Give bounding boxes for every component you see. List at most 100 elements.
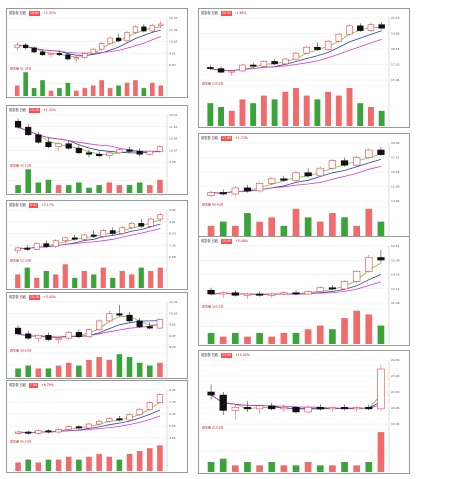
candle-body [231,292,239,296]
volume-label: 成交量 210.8万 [202,425,224,430]
volume-bar [316,221,324,243]
volume-bar [35,462,42,471]
chart-svg: 21.16 19.86 18.55 17.25 15.94 成交量 120.5万 [201,16,400,127]
candle-body [35,134,42,143]
volume-label: 成交量 120.5万 [202,81,224,86]
candle-body [85,423,93,429]
candle-body [282,58,289,65]
candle-body [45,141,52,148]
price-tick-label: 14.25 [391,273,400,277]
candle-body [81,234,88,240]
price-tick-label: 9.01 [169,220,176,224]
candle-body [268,405,276,410]
price-tick-label: 9.28 [169,160,176,164]
candle-body [45,334,52,340]
volume-bar [293,88,299,126]
header-change: +2.31% [43,11,56,15]
chart-svg: 12.42 11.63 10.85 10.07 9.28 成交量 42.10万 [9,113,178,194]
volume-bar [116,459,123,471]
candle-body [55,337,62,340]
header-change: +1.32% [43,108,56,112]
candle-body [33,243,40,250]
candle-body [52,240,59,247]
chart-header: 前复权 日线 17.66 +1.73% [200,135,408,142]
candle-body [146,326,153,329]
candle-body [156,394,164,403]
chart-panel: 前复权 日线 20.30 -1.46% 21.16 19.86 18.55 17.25 15.… [198,8,410,128]
candle-body [377,257,385,261]
candle-body [353,407,361,410]
candle-body [268,178,276,184]
volume-bar [147,448,153,471]
price-tick-label: 19.86 [391,32,400,36]
volume-bar [378,110,385,126]
candle-body [25,431,32,434]
volume-bar [86,187,92,193]
chart-header: 前复权 日线 23.50 +10.02% [200,352,408,359]
volume-bar [292,208,300,243]
volume-bar [136,362,143,377]
volume-bar [268,462,276,472]
volume-bar [147,365,153,377]
price-tick-label: 11.99 [391,301,400,305]
chart-panel: 前复权 日线 9.42 +2.17% 9.82 9.01 8.20 7.39 6.58 成交量 … [6,200,188,290]
candle-body [14,247,21,252]
candle-body [356,25,364,31]
header-title: 前复权 日线 [9,11,26,15]
volume-bar [138,267,144,288]
price-tick-label: 20.96 [391,406,400,410]
volume-bar [141,88,147,96]
candle-body [116,418,123,421]
volume-bar [316,325,324,344]
volume-bar [57,88,62,96]
volume-bar [157,267,163,288]
header-title: 前复权 日线 [9,383,26,387]
price-tick-label: 11.63 [169,125,178,129]
header-change: +1.73% [235,136,248,140]
volume-bar [147,185,153,193]
candle-body [14,431,22,434]
candle-body [14,120,22,128]
volume-bar [346,88,353,126]
volume-label: 成交量 88.40万 [202,202,224,207]
volume-bar [31,88,37,96]
candle-body [71,237,78,240]
candle-body [116,313,123,316]
candle-body [260,61,268,67]
volume-bar [219,221,227,243]
volume-bar [219,458,227,472]
volume-bar [157,179,163,193]
candle-body [25,126,32,136]
volume-bar [25,169,31,193]
candle-body [156,319,164,329]
candle-body [75,147,82,154]
candle-body [340,407,349,410]
chart-panel: 前复权 日线 7.86 +6.79% 8.25 7.35 6.45 5.55 4.65 成交量 … [6,380,188,473]
volume-bar [91,274,97,288]
candle-body [39,51,46,56]
volume-bar [341,462,348,472]
volume-bar [24,267,30,288]
volume-bar [116,185,123,193]
volume-bar [14,85,20,96]
volume-bar [207,225,215,243]
candle-body [65,54,71,60]
volume-bar [81,271,87,288]
candle-body [107,37,113,44]
price-tick-label: 9.07 [169,334,176,338]
volume-bar [116,85,121,96]
volume-bar [100,267,106,288]
candle-body [55,143,62,148]
volume-bar [329,329,336,344]
volume-label: 成交量 42.10万 [10,163,32,168]
price-tick-label: 18.55 [391,47,400,51]
volume-bar [62,264,68,288]
candle-body [136,409,143,415]
candle-body [82,53,88,58]
volume-bar [353,465,361,472]
chart-svg: 16.51 15.38 14.25 13.12 11.99 成交量 150.2万 [201,244,400,345]
volume-bar [244,336,251,344]
volume-bar [244,213,251,243]
candle-body [304,407,312,413]
volume-bar [45,459,52,471]
